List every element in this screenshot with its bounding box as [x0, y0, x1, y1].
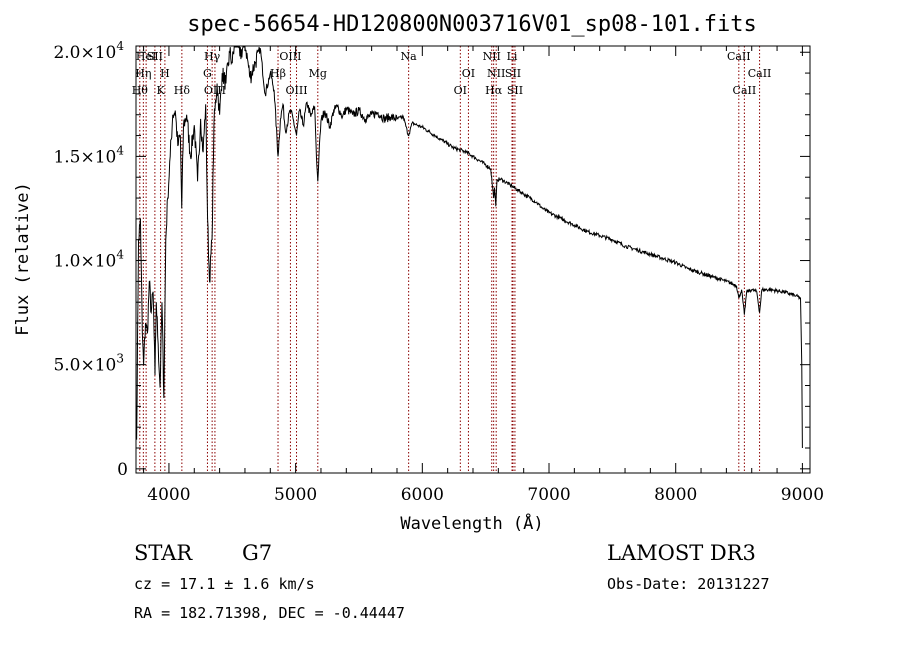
y-tick-mantissa: 2.0×10 [53, 43, 116, 63]
line-marker-label: CaII [733, 84, 757, 97]
y-tick-mantissa: 0 [117, 460, 128, 480]
object-subclass: G7 [242, 541, 272, 565]
y-tick-exponent: 4 [116, 143, 124, 157]
line-marker-label: Mg [309, 67, 327, 80]
spectrum-line [136, 45, 803, 449]
x-axis-ticks: 4000 5000 6000 7000 8000 9000 [143, 46, 824, 505]
line-marker-label: SII [507, 84, 523, 97]
y-tick-exponent: 4 [116, 248, 124, 262]
line-marker-label: Li [507, 50, 518, 63]
line-marker-label: OI [462, 67, 475, 80]
line-marker-label: Hη [135, 67, 151, 80]
y-tick-label: 1.5×104 [53, 143, 124, 167]
line-marker-label: G [203, 67, 212, 80]
spectral-line-markers [139, 46, 761, 473]
y-tick-mantissa: 1.5×10 [53, 147, 116, 167]
line-marker-label: OIII [204, 84, 226, 97]
line-marker-label: CaII [727, 50, 751, 63]
x-tick-label: 7000 [527, 485, 570, 505]
line-marker-label: OI [454, 84, 467, 97]
x-tick-label: 9000 [781, 485, 824, 505]
line-marker-label: CaII [748, 67, 772, 80]
survey-name: LAMOST DR3 [607, 541, 756, 565]
y-tick-label: 1.0×104 [53, 248, 124, 272]
line-marker-label: SII [505, 67, 521, 80]
x-tick-label: 8000 [654, 485, 697, 505]
x-tick-label: 5000 [274, 485, 317, 505]
chart-title: spec-56654-HD120800N003716V01_sp08-101.f… [187, 12, 757, 37]
line-marker-label: Na [401, 50, 418, 63]
line-marker-label: Hβ [270, 67, 286, 80]
y-tick-exponent: 4 [116, 39, 124, 53]
line-marker-label: HeI [136, 50, 156, 63]
x-tick-label: 6000 [401, 485, 444, 505]
coordinates: RA = 182.71398, DEC = -0.44447 [134, 604, 405, 622]
observation-date: Obs-Date: 20131227 [607, 575, 770, 593]
redshift-value: cz = 17.1 ± 1.6 km/s [134, 575, 315, 593]
y-tick-mantissa: 5.0×10 [53, 356, 116, 376]
line-marker-label: Hθ [132, 84, 149, 97]
line-marker-label: Hδ [174, 84, 191, 97]
line-marker-label: H [160, 67, 170, 80]
y-tick-exponent: 3 [116, 352, 124, 366]
y-tick-mantissa: 1.0×10 [53, 252, 116, 272]
y-tick-label: 0 [117, 460, 128, 480]
y-axis-label: Flux (relative) [13, 182, 33, 336]
object-class: STAR [134, 541, 193, 565]
line-marker-label: OIII [285, 84, 307, 97]
plot-frame [135, 45, 811, 474]
x-axis-label: Wavelength (Å) [400, 512, 543, 534]
line-marker-label: NII [487, 67, 505, 80]
spectral-line-labels: HθHηHeISIIKHHδGHγOIIIHβOIIIOIIIMgNaOIOIN… [132, 50, 772, 97]
y-tick-label: 5.0×103 [53, 352, 124, 376]
line-marker-label: NII [483, 50, 501, 63]
line-marker-label: Hγ [204, 50, 221, 63]
line-marker-label: Hα [485, 84, 503, 97]
line-marker-label: SII [147, 50, 163, 63]
line-marker-label: K [156, 84, 165, 97]
line-marker-label: OIII [279, 50, 301, 63]
x-tick-label: 4000 [147, 485, 190, 505]
y-tick-label: 2.0×104 [53, 39, 124, 63]
